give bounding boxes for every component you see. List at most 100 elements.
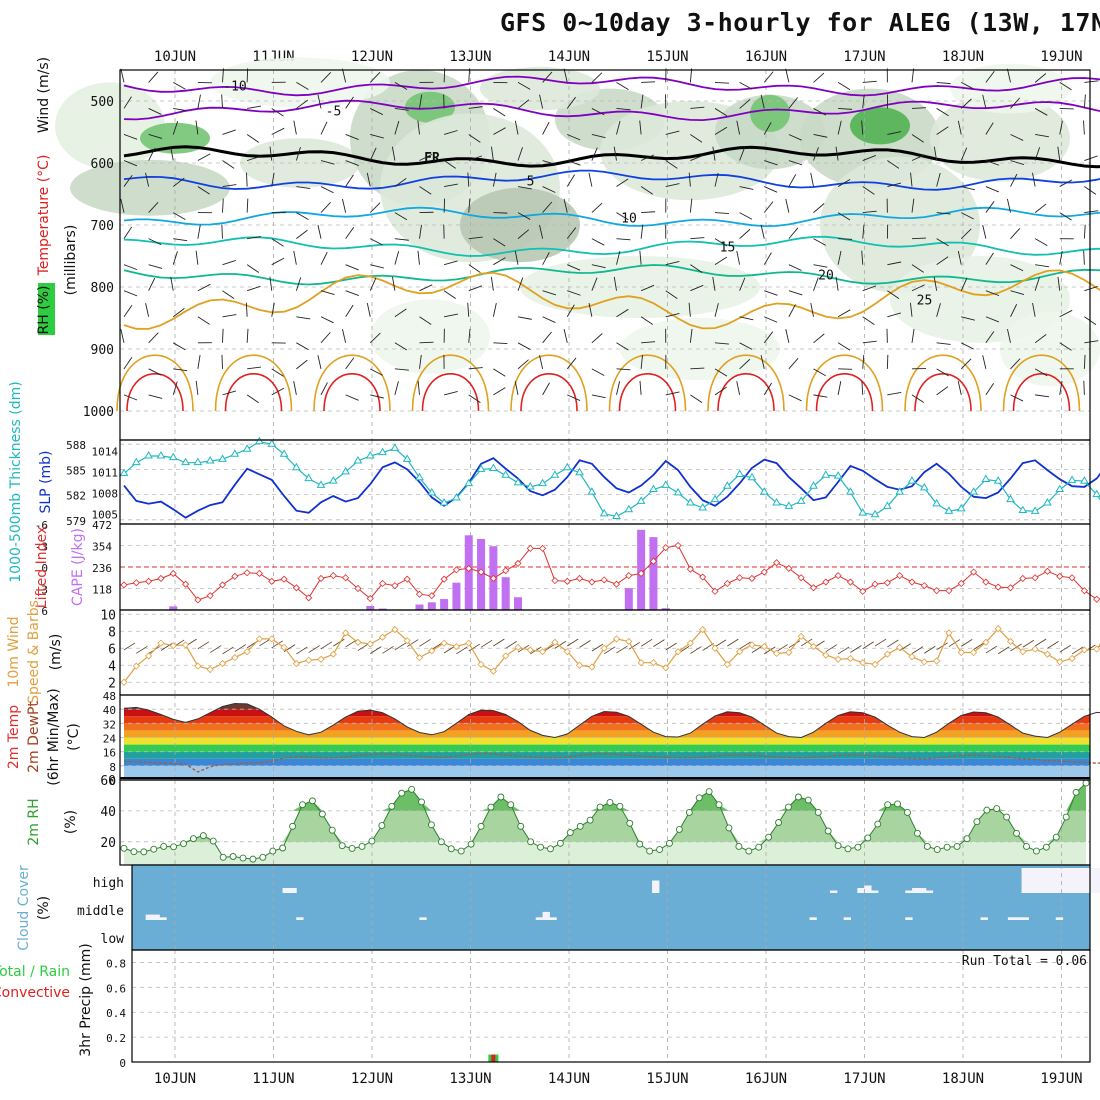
wind-barb	[468, 328, 471, 343]
wind-barb	[120, 68, 125, 83]
wind-barb	[689, 198, 693, 213]
wind-barb	[1034, 147, 1041, 161]
wind-barb	[1084, 155, 1098, 161]
rh-marker	[219, 853, 227, 861]
li-marker	[317, 574, 325, 583]
wind-barb	[222, 184, 237, 188]
isotherm-label: 20	[818, 269, 834, 284]
run-total-annotation: Run Total = 0.06	[962, 954, 1087, 969]
wind-barb	[172, 381, 178, 396]
rh-marker	[894, 800, 902, 808]
li-marker	[1006, 584, 1015, 592]
cloud-cell-high	[864, 885, 872, 893]
li-marker	[748, 574, 756, 583]
li-marker	[809, 584, 818, 592]
cloud-cell-high	[1028, 868, 1036, 893]
isotherm-loop-30	[1002, 354, 1081, 412]
wind-barb	[517, 359, 529, 370]
wind-barb	[221, 224, 223, 239]
wind-barb	[640, 354, 643, 369]
wind-barb	[271, 387, 285, 396]
wind-barb	[369, 277, 377, 291]
wind-barb	[764, 316, 778, 323]
surface-wind-barb	[468, 643, 480, 652]
rh-marker	[943, 843, 951, 851]
wind-barb	[837, 342, 851, 351]
ylabel-total-rain: Total / Rain	[0, 964, 70, 980]
rh-marker	[199, 832, 207, 840]
wind-barb	[764, 290, 778, 296]
wind-barb	[1084, 80, 1099, 83]
precip-convective-bar	[491, 1054, 496, 1062]
rh-marker	[338, 842, 346, 850]
wind-speed-marker	[723, 660, 731, 668]
wind-barb	[1059, 250, 1063, 265]
wind-barb	[911, 264, 924, 273]
wind-tick-label: 4	[108, 659, 116, 674]
wind-barb	[960, 277, 968, 291]
cloud-cell-high	[1076, 868, 1084, 893]
wind-barb	[1034, 203, 1047, 213]
thickness-marker	[513, 477, 523, 486]
wind-barb	[591, 394, 606, 399]
wind-barb	[419, 186, 432, 195]
ylabel-slp: SLP (mb)	[38, 450, 54, 513]
wind-barb	[714, 81, 730, 84]
wind-barb	[1035, 394, 1050, 398]
isotherm-loop-35	[618, 373, 677, 412]
wind-barb	[195, 250, 199, 265]
rh-marker	[308, 797, 316, 805]
li-tick-label: 3	[41, 584, 48, 597]
thickness-marker	[956, 503, 966, 512]
wind-barb	[345, 290, 359, 296]
wind-barb	[739, 82, 753, 90]
wind-barb	[296, 359, 308, 370]
rh-marker	[993, 805, 1001, 813]
temp-color-band	[124, 751, 1090, 759]
rh-marker	[904, 809, 911, 816]
li-marker	[1043, 567, 1052, 575]
li-marker	[649, 557, 658, 565]
wind-barb	[468, 236, 483, 240]
rh-marker	[318, 810, 326, 818]
rh-marker	[537, 843, 544, 851]
wind-barb	[911, 328, 915, 343]
rh-marker	[140, 848, 148, 856]
wind-barb	[837, 178, 851, 187]
temp-color-band	[124, 703, 1090, 710]
li-marker	[711, 587, 719, 595]
wind-barb	[148, 238, 162, 246]
wind-barb	[173, 107, 188, 112]
cape-bar	[514, 597, 522, 610]
wind-barb	[419, 284, 433, 292]
thickness-marker	[981, 474, 991, 482]
wind-barb	[714, 126, 728, 135]
rh-marker	[547, 845, 554, 853]
wind-barb	[1059, 212, 1072, 221]
wind-speed-marker	[181, 641, 190, 649]
wind-barb	[1084, 285, 1098, 292]
thickness-marker	[809, 481, 818, 489]
isotherm-line-10	[123, 206, 1100, 228]
wind-speed-marker	[908, 653, 916, 661]
wind-barb	[222, 260, 236, 266]
wind-barb	[444, 260, 458, 266]
wind-barb	[296, 316, 311, 320]
ylabel-speed-barbs: Speed & Barbs	[26, 600, 42, 704]
wind-barb	[861, 250, 864, 265]
wind-barb	[392, 276, 396, 291]
rh-marker	[804, 796, 812, 804]
wind-barb	[739, 212, 753, 220]
wind-speed-marker	[588, 663, 596, 671]
surface-wind-barb	[345, 639, 357, 648]
wind-barb	[862, 94, 865, 109]
thickness-marker	[636, 496, 646, 504]
wind-barb	[197, 186, 210, 195]
rh-marker	[675, 826, 683, 833]
wind-speed-marker	[1031, 645, 1039, 653]
thickness-marker	[673, 487, 683, 496]
wind-barb	[1059, 179, 1073, 187]
wind-speed-marker	[206, 665, 214, 674]
wind-barb	[1034, 108, 1048, 116]
rh-marker	[408, 785, 416, 793]
